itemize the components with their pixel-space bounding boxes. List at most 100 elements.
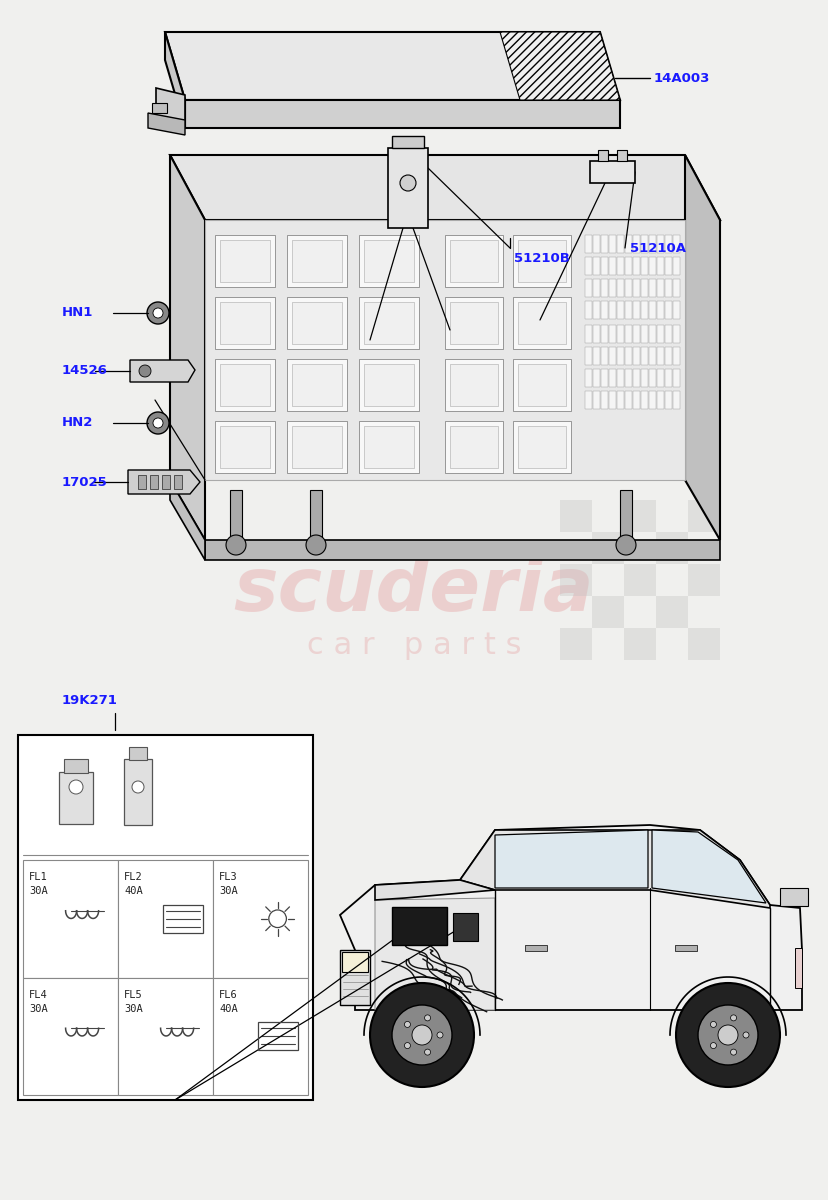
Bar bbox=[560, 500, 591, 532]
Bar bbox=[592, 347, 599, 365]
Bar bbox=[600, 347, 607, 365]
Polygon shape bbox=[170, 155, 205, 540]
Circle shape bbox=[147, 302, 169, 324]
Bar bbox=[339, 950, 369, 1006]
Bar bbox=[640, 391, 647, 409]
Bar bbox=[672, 235, 679, 253]
Bar bbox=[664, 370, 672, 386]
Text: 30A: 30A bbox=[29, 886, 48, 896]
Polygon shape bbox=[388, 148, 427, 228]
Bar bbox=[687, 628, 720, 660]
Circle shape bbox=[675, 983, 779, 1087]
Bar bbox=[779, 888, 807, 906]
Polygon shape bbox=[494, 830, 647, 888]
Polygon shape bbox=[499, 32, 619, 100]
Bar bbox=[592, 391, 599, 409]
Bar bbox=[672, 278, 679, 296]
Bar bbox=[445, 296, 503, 349]
Bar bbox=[600, 391, 607, 409]
Bar bbox=[624, 325, 631, 343]
Bar bbox=[213, 978, 308, 1094]
Bar bbox=[214, 235, 275, 287]
Bar bbox=[592, 325, 599, 343]
Text: 17025: 17025 bbox=[62, 475, 108, 488]
Bar bbox=[359, 296, 418, 349]
Bar bbox=[450, 302, 498, 344]
Bar bbox=[359, 235, 418, 287]
Bar bbox=[648, 347, 655, 365]
Bar bbox=[560, 628, 591, 660]
Bar bbox=[616, 325, 623, 343]
Bar bbox=[633, 278, 639, 296]
Bar bbox=[219, 364, 270, 406]
Bar bbox=[664, 257, 672, 275]
Bar bbox=[624, 370, 631, 386]
Bar bbox=[214, 359, 275, 410]
Bar bbox=[129, 746, 147, 760]
Bar bbox=[518, 302, 566, 344]
Text: c a r   p a r t s: c a r p a r t s bbox=[306, 630, 521, 660]
Polygon shape bbox=[684, 155, 720, 540]
Bar bbox=[286, 421, 347, 473]
Bar bbox=[518, 426, 566, 468]
Bar bbox=[648, 301, 655, 319]
Bar bbox=[291, 240, 342, 282]
Bar bbox=[174, 475, 182, 490]
Bar bbox=[616, 391, 623, 409]
Bar bbox=[219, 426, 270, 468]
Bar bbox=[359, 359, 418, 410]
Bar bbox=[648, 235, 655, 253]
Circle shape bbox=[226, 535, 246, 554]
Bar bbox=[600, 370, 607, 386]
Bar bbox=[624, 301, 631, 319]
Bar bbox=[657, 301, 663, 319]
Bar bbox=[648, 257, 655, 275]
Circle shape bbox=[400, 175, 416, 191]
Bar bbox=[363, 240, 413, 282]
Bar bbox=[633, 370, 639, 386]
Bar bbox=[672, 370, 679, 386]
Bar bbox=[560, 564, 591, 596]
Bar bbox=[794, 948, 801, 988]
Bar bbox=[674, 946, 696, 950]
Bar bbox=[655, 532, 687, 564]
Bar bbox=[213, 860, 308, 978]
Polygon shape bbox=[130, 360, 195, 382]
Bar bbox=[518, 240, 566, 282]
Bar bbox=[600, 278, 607, 296]
Text: 30A: 30A bbox=[219, 886, 238, 896]
Bar bbox=[609, 347, 615, 365]
Text: FL1: FL1 bbox=[29, 872, 48, 882]
Bar bbox=[363, 426, 413, 468]
Bar bbox=[609, 370, 615, 386]
Bar bbox=[118, 860, 213, 978]
Bar bbox=[609, 278, 615, 296]
Bar bbox=[445, 359, 503, 410]
Polygon shape bbox=[170, 480, 205, 560]
Text: 30A: 30A bbox=[29, 1003, 48, 1014]
Bar bbox=[445, 421, 503, 473]
Bar bbox=[640, 325, 647, 343]
Polygon shape bbox=[651, 830, 765, 902]
Bar bbox=[672, 257, 679, 275]
Polygon shape bbox=[460, 830, 769, 908]
Bar bbox=[524, 946, 546, 950]
Polygon shape bbox=[156, 88, 185, 128]
Circle shape bbox=[697, 1006, 757, 1066]
Bar bbox=[616, 150, 626, 161]
Text: FL5: FL5 bbox=[124, 990, 142, 1000]
Bar bbox=[609, 391, 615, 409]
Bar bbox=[672, 391, 679, 409]
Text: FL2: FL2 bbox=[124, 872, 142, 882]
Circle shape bbox=[369, 983, 474, 1087]
Bar bbox=[18, 734, 313, 1100]
Bar bbox=[258, 1022, 297, 1050]
Text: FL3: FL3 bbox=[219, 872, 238, 882]
Bar bbox=[616, 257, 623, 275]
Bar bbox=[219, 302, 270, 344]
Polygon shape bbox=[165, 32, 185, 128]
Bar bbox=[687, 564, 720, 596]
Circle shape bbox=[424, 1015, 430, 1021]
Bar bbox=[657, 278, 663, 296]
Bar bbox=[672, 347, 679, 365]
